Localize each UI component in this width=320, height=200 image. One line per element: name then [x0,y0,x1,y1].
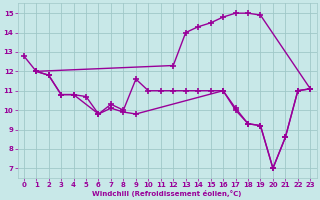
X-axis label: Windchill (Refroidissement éolien,°C): Windchill (Refroidissement éolien,°C) [92,190,242,197]
